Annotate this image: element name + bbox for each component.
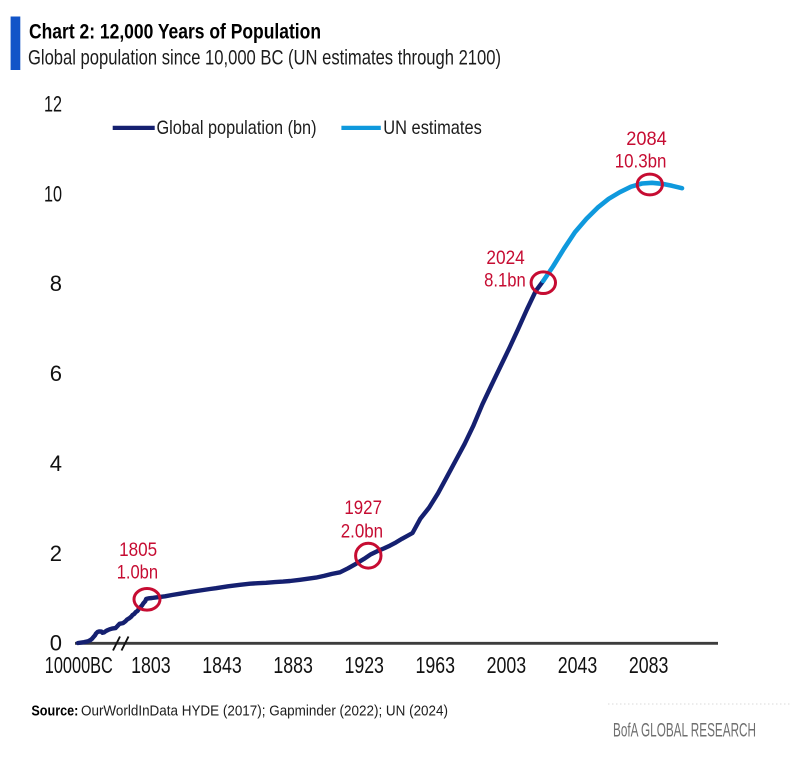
svg-text:4: 4 [50, 451, 62, 476]
svg-text:Chart 2: 12,000 Years of Popul: Chart 2: 12,000 Years of Population [29, 20, 321, 44]
svg-text:10000BC: 10000BC [45, 652, 113, 678]
svg-text:1.0bn: 1.0bn [117, 562, 158, 583]
svg-text:OurWorldInData HYDE (2017); Ga: OurWorldInData HYDE (2017); Gapminder (2… [81, 704, 448, 720]
svg-text:10: 10 [44, 181, 62, 206]
svg-text:10.3bn: 10.3bn [615, 152, 667, 173]
svg-text:BofA GLOBAL RESEARCH: BofA GLOBAL RESEARCH [613, 719, 756, 741]
svg-text:2083: 2083 [629, 652, 669, 678]
svg-text:2084: 2084 [626, 129, 667, 150]
svg-text:Global population since 10,000: Global population since 10,000 BC (UN es… [28, 45, 501, 69]
svg-text:12: 12 [44, 92, 62, 117]
svg-text:1923: 1923 [344, 652, 384, 678]
svg-text:1805: 1805 [119, 540, 157, 561]
svg-text:1843: 1843 [202, 652, 242, 678]
svg-text:2003: 2003 [487, 652, 527, 678]
svg-text:8.1bn: 8.1bn [484, 270, 526, 291]
svg-text:8: 8 [50, 271, 62, 296]
svg-text:0: 0 [50, 631, 62, 656]
svg-text:1803: 1803 [131, 652, 171, 678]
svg-text:2: 2 [50, 541, 62, 566]
svg-text:2043: 2043 [558, 652, 598, 678]
svg-text:UN estimates: UN estimates [383, 117, 482, 139]
svg-text:1927: 1927 [344, 498, 382, 519]
svg-text:Global population (bn): Global population (bn) [157, 117, 317, 139]
svg-text:1963: 1963 [416, 652, 456, 678]
svg-text:2024: 2024 [486, 248, 525, 269]
svg-text:6: 6 [50, 361, 62, 386]
svg-text:2.0bn: 2.0bn [341, 521, 383, 542]
svg-text:Source:: Source: [31, 704, 78, 720]
svg-text:1883: 1883 [273, 652, 313, 678]
